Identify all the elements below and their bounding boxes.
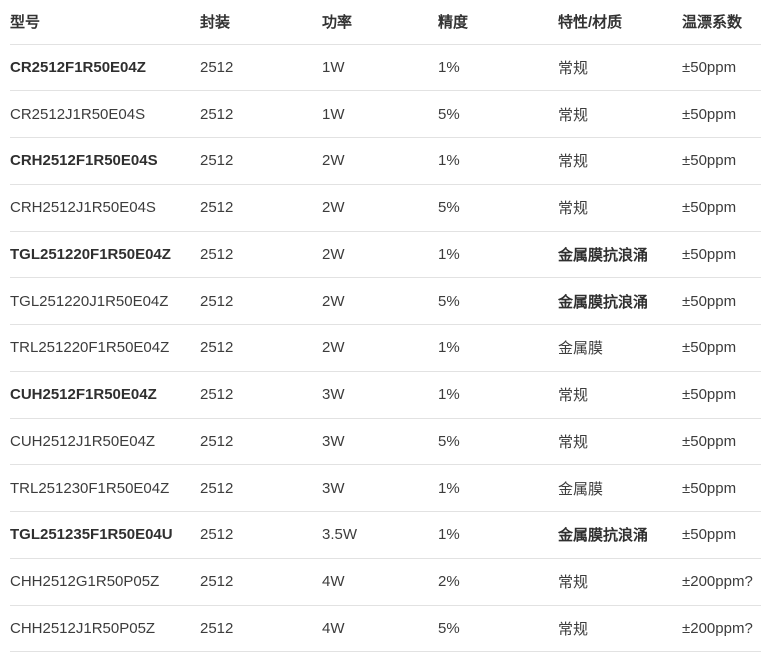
table-row: CRH2512F1R50E04S 2512 2W 1% 常规 ±50ppm — [10, 137, 761, 185]
cell-package: 2512 — [200, 184, 322, 232]
cell-precision: 2% — [438, 558, 558, 606]
cell-feature: 常规 — [558, 558, 682, 606]
cell-feature: 常规 — [558, 184, 682, 232]
product-spec-table: 型号 封装 功率 精度 特性/材质 温漂系数 CR2512F1R50E04Z 2… — [10, 0, 761, 652]
cell-model: TRL251220F1R50E04Z — [10, 324, 200, 372]
cell-model: CUH2512J1R50E04Z — [10, 418, 200, 466]
cell-power: 2W — [322, 231, 438, 279]
cell-tempco: ±50ppm — [682, 324, 761, 372]
cell-feature: 金属膜 — [558, 324, 682, 372]
table-row: CHH2512G1R50P05Z 2512 4W 2% 常规 ±200ppm? — [10, 558, 761, 606]
col-header-power: 功率 — [322, 0, 438, 45]
cell-tempco: ±50ppm — [682, 418, 761, 466]
cell-tempco: ±200ppm? — [682, 558, 761, 606]
cell-power: 3W — [322, 464, 438, 512]
cell-package: 2512 — [200, 44, 322, 92]
cell-power: 3W — [322, 371, 438, 419]
cell-precision: 1% — [438, 231, 558, 279]
cell-power: 1W — [322, 90, 438, 138]
cell-power: 1W — [322, 44, 438, 92]
cell-package: 2512 — [200, 90, 322, 138]
cell-feature: 常规 — [558, 605, 682, 652]
table-row: CR2512J1R50E04S 2512 1W 5% 常规 ±50ppm — [10, 90, 761, 138]
cell-tempco: ±50ppm — [682, 44, 761, 92]
cell-package: 2512 — [200, 277, 322, 325]
cell-precision: 5% — [438, 90, 558, 138]
table-row: TGL251220F1R50E04Z 2512 2W 1% 金属膜抗浪涌 ±50… — [10, 231, 761, 279]
cell-feature: 金属膜抗浪涌 — [558, 277, 682, 325]
cell-power: 2W — [322, 324, 438, 372]
cell-model: TRL251230F1R50E04Z — [10, 464, 200, 512]
cell-package: 2512 — [200, 464, 322, 512]
cell-tempco: ±50ppm — [682, 231, 761, 279]
cell-package: 2512 — [200, 605, 322, 652]
cell-model: CR2512F1R50E04Z — [10, 44, 200, 92]
cell-feature: 金属膜 — [558, 464, 682, 512]
cell-tempco: ±50ppm — [682, 371, 761, 419]
cell-package: 2512 — [200, 418, 322, 466]
cell-precision: 5% — [438, 184, 558, 232]
table-row: TGL251235F1R50E04U 2512 3.5W 1% 金属膜抗浪涌 ±… — [10, 511, 761, 559]
cell-precision: 1% — [438, 44, 558, 92]
cell-power: 4W — [322, 605, 438, 652]
cell-feature: 常规 — [558, 418, 682, 466]
cell-tempco: ±50ppm — [682, 90, 761, 138]
cell-power: 3W — [322, 418, 438, 466]
cell-feature: 常规 — [558, 371, 682, 419]
cell-precision: 5% — [438, 605, 558, 652]
cell-feature: 常规 — [558, 137, 682, 185]
table-row: CUH2512F1R50E04Z 2512 3W 1% 常规 ±50ppm — [10, 371, 761, 419]
cell-feature: 金属膜抗浪涌 — [558, 231, 682, 279]
cell-precision: 5% — [438, 418, 558, 466]
cell-precision: 1% — [438, 324, 558, 372]
col-header-package: 封装 — [200, 0, 322, 45]
cell-feature: 金属膜抗浪涌 — [558, 511, 682, 559]
cell-power: 3.5W — [322, 511, 438, 559]
cell-tempco: ±50ppm — [682, 464, 761, 512]
cell-power: 2W — [322, 277, 438, 325]
col-header-precision: 精度 — [438, 0, 558, 45]
cell-model: CUH2512F1R50E04Z — [10, 371, 200, 419]
col-header-tempco: 温漂系数 — [682, 0, 761, 45]
cell-tempco: ±50ppm — [682, 184, 761, 232]
cell-power: 2W — [322, 184, 438, 232]
cell-tempco: ±50ppm — [682, 511, 761, 559]
cell-tempco: ±50ppm — [682, 277, 761, 325]
table-row: CR2512F1R50E04Z 2512 1W 1% 常规 ±50ppm — [10, 44, 761, 92]
table-row: CHH2512J1R50P05Z 2512 4W 5% 常规 ±200ppm? — [10, 605, 761, 652]
cell-model: TGL251220J1R50E04Z — [10, 277, 200, 325]
cell-power: 4W — [322, 558, 438, 606]
cell-precision: 1% — [438, 464, 558, 512]
cell-package: 2512 — [200, 558, 322, 606]
cell-package: 2512 — [200, 324, 322, 372]
cell-model: TGL251235F1R50E04U — [10, 511, 200, 559]
table-row: TGL251220J1R50E04Z 2512 2W 5% 金属膜抗浪涌 ±50… — [10, 277, 761, 325]
cell-precision: 5% — [438, 277, 558, 325]
table-row: TRL251220F1R50E04Z 2512 2W 1% 金属膜 ±50ppm — [10, 324, 761, 372]
cell-model: CHH2512J1R50P05Z — [10, 605, 200, 652]
cell-model: CRH2512F1R50E04S — [10, 137, 200, 185]
cell-package: 2512 — [200, 231, 322, 279]
cell-model: TGL251220F1R50E04Z — [10, 231, 200, 279]
cell-feature: 常规 — [558, 90, 682, 138]
cell-package: 2512 — [200, 511, 322, 559]
cell-precision: 1% — [438, 137, 558, 185]
cell-precision: 1% — [438, 511, 558, 559]
cell-tempco: ±200ppm? — [682, 605, 761, 652]
cell-feature: 常规 — [558, 44, 682, 92]
cell-package: 2512 — [200, 137, 322, 185]
cell-model: CHH2512G1R50P05Z — [10, 558, 200, 606]
cell-power: 2W — [322, 137, 438, 185]
col-header-model: 型号 — [10, 0, 200, 45]
cell-tempco: ±50ppm — [682, 137, 761, 185]
table-row: CUH2512J1R50E04Z 2512 3W 5% 常规 ±50ppm — [10, 418, 761, 466]
cell-package: 2512 — [200, 371, 322, 419]
table-row: CRH2512J1R50E04S 2512 2W 5% 常规 ±50ppm — [10, 184, 761, 232]
col-header-feature: 特性/材质 — [558, 0, 682, 45]
table-row: TRL251230F1R50E04Z 2512 3W 1% 金属膜 ±50ppm — [10, 464, 761, 512]
cell-model: CRH2512J1R50E04S — [10, 184, 200, 232]
table-header-row: 型号 封装 功率 精度 特性/材质 温漂系数 — [10, 0, 761, 45]
cell-precision: 1% — [438, 371, 558, 419]
cell-model: CR2512J1R50E04S — [10, 90, 200, 138]
